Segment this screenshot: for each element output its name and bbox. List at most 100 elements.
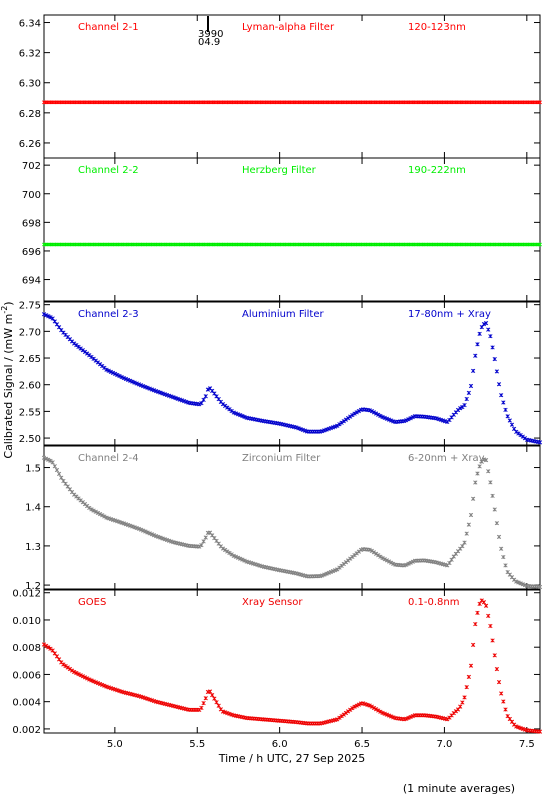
data-point (408, 714, 413, 720)
panel-1: 6.26 6.28 6.30 6.32 6.34 Channel 2-1 Lyman-alp… (19, 14, 542, 159)
data-point (460, 544, 465, 549)
data-point (486, 469, 491, 474)
y-tick-label: 6.34 (19, 19, 41, 30)
y-tick-label: 6.32 (19, 49, 41, 60)
data-point (227, 550, 232, 556)
data-point (369, 409, 374, 414)
data-point (197, 402, 202, 407)
y-tick-label: 2.70 (19, 327, 41, 338)
data-point (466, 674, 471, 680)
data-point (389, 714, 394, 719)
data-point (143, 529, 148, 534)
data-point (95, 510, 101, 516)
x-tick-label: 6.5 (354, 739, 370, 750)
data-point (231, 553, 236, 558)
data-point (447, 560, 452, 566)
data-point (123, 376, 129, 382)
panel-band-label: 6-20nm + Xray (408, 453, 485, 464)
data-point (458, 406, 463, 411)
data-point (481, 600, 487, 605)
data-point (378, 413, 383, 419)
data-point (496, 680, 502, 685)
data-point (216, 703, 221, 708)
data-point (46, 314, 51, 319)
data-point (121, 375, 126, 381)
data-point (503, 707, 508, 712)
data-point (389, 560, 394, 565)
data-point (369, 548, 374, 553)
y-tick-label: 694 (22, 276, 41, 287)
x-tick-label: 6.0 (272, 739, 288, 750)
data-point (52, 651, 57, 656)
panel-filter-label: Herzberg Filter (242, 165, 317, 176)
data-point (483, 321, 489, 326)
data-point (490, 493, 495, 498)
data-point (128, 378, 133, 383)
data-point (199, 543, 204, 548)
y-tick-label: 700 (22, 190, 41, 201)
panel-filter-label: Lyman-alpha Filter (242, 22, 335, 33)
data-point (408, 416, 413, 421)
data-point (473, 621, 478, 627)
y-tick-label: 2.50 (19, 434, 41, 445)
panel-channel-label: Channel 2-3 (78, 309, 139, 320)
panel-frame (43, 157, 541, 302)
data-point (483, 458, 489, 463)
panel-band-label: 17-80nm + Xray (408, 309, 491, 320)
data-point (471, 642, 476, 648)
data-point (475, 610, 480, 615)
data-point (486, 613, 491, 619)
data-point (352, 704, 357, 709)
data-point (214, 700, 219, 705)
y-tick-label: 0.012 (12, 589, 41, 600)
data-point (93, 680, 98, 685)
panel-frame (43, 301, 541, 446)
data-point (492, 356, 497, 362)
data-point (238, 556, 243, 561)
data-point (458, 704, 463, 709)
data-point (76, 671, 81, 677)
data-point (50, 460, 55, 465)
data-point (378, 554, 383, 559)
panel-4: 1.2 1.3 1.4 1.5 Channel 2-4 Zirconium Filter 6… (25, 445, 543, 592)
data-point (376, 412, 381, 417)
data-point (203, 696, 208, 701)
data-point (386, 713, 392, 718)
data-point (505, 713, 510, 719)
data-point (197, 544, 202, 549)
data-point (46, 645, 51, 650)
data-point (492, 507, 497, 512)
y-tick-label: 6.26 (19, 139, 41, 150)
data-point (141, 528, 146, 533)
data-point (538, 242, 542, 247)
data-point (54, 654, 60, 659)
data-point (488, 623, 493, 629)
data-point (404, 716, 409, 721)
y-tick-label: 2.60 (19, 381, 41, 392)
data-point (199, 705, 204, 711)
data-point (494, 369, 499, 374)
data-point (352, 411, 357, 416)
data-point (460, 700, 465, 705)
y-tick-label: 0.002 (12, 725, 41, 736)
data-point (373, 707, 379, 712)
data-point (471, 496, 476, 501)
data-point (44, 456, 49, 461)
x-axis-label: Time / h UTC, 27 Sep 2025 (218, 752, 366, 765)
data-point (464, 396, 469, 402)
data-point (201, 701, 206, 706)
data-point (125, 377, 131, 382)
data-point (130, 379, 135, 384)
data-point (41, 642, 47, 647)
data-point (537, 584, 543, 590)
data-point (52, 319, 57, 324)
data-point (56, 325, 62, 330)
x-axis: 5.0 5.5 6.0 6.5 7.0 7.5 (107, 739, 535, 750)
data-point (496, 534, 502, 539)
data-point (201, 397, 206, 402)
data-point (78, 673, 83, 678)
data-point (367, 547, 372, 552)
y-axis-label-text: Calibrated Signal / (mW m (2, 314, 15, 459)
data-point (486, 327, 491, 332)
